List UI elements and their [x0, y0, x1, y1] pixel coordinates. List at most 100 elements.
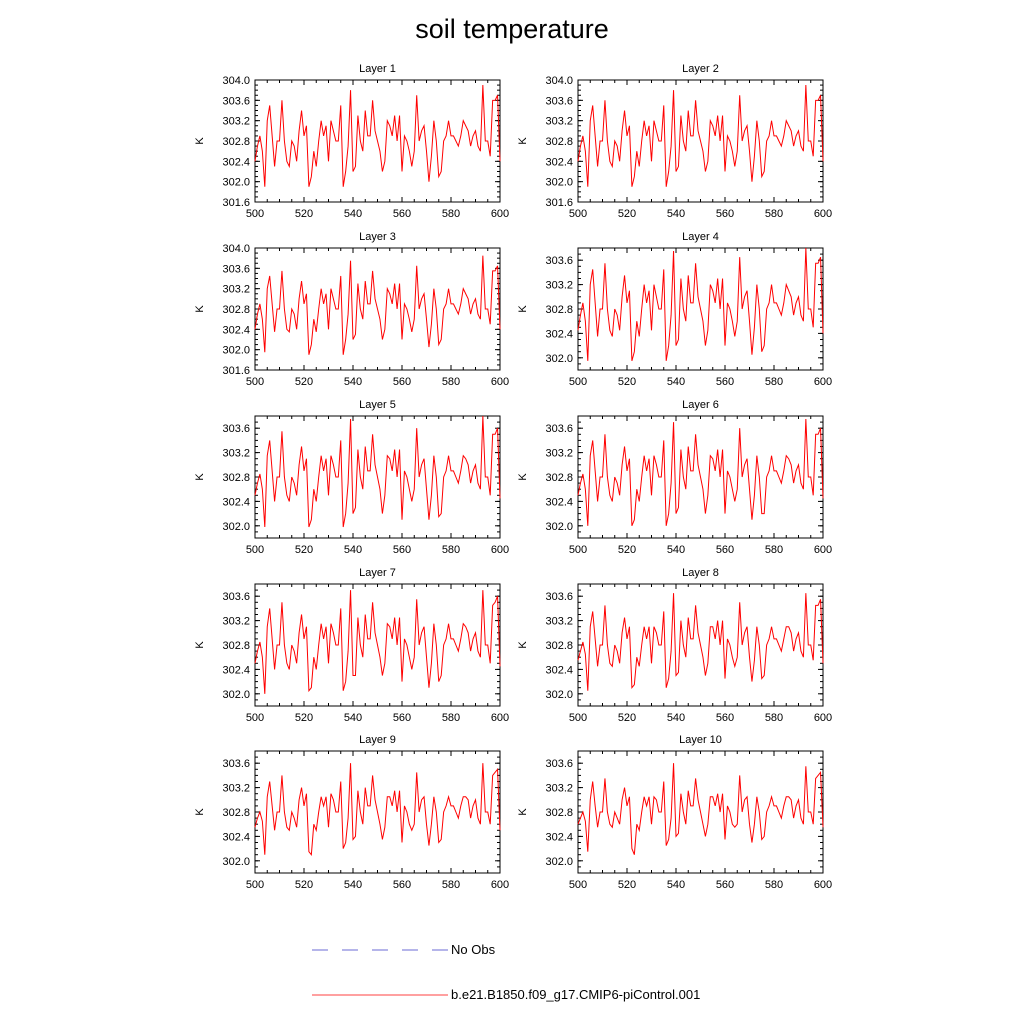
y-tick-label: 303.2: [222, 284, 250, 296]
x-tick-label: 520: [618, 376, 636, 388]
y-axis-label: K: [194, 305, 206, 313]
y-tick-label: 302.4: [222, 156, 250, 168]
y-axis-label: K: [517, 808, 529, 816]
y-tick-label: 303.2: [222, 116, 250, 128]
y-tick-label: 303.6: [545, 423, 573, 435]
panel-7: Layer 7 500 520 540 560 580 600 302.0 302.4 302.8…: [194, 567, 509, 724]
x-tick-label: 500: [569, 544, 587, 556]
y-tick-label: 302.8: [222, 304, 250, 316]
panel-title: Layer 3: [359, 231, 396, 243]
y-tick-label: 303.2: [222, 616, 250, 628]
x-tick-label: 520: [295, 879, 313, 891]
x-tick-label: 560: [716, 879, 734, 891]
series-line: [254, 763, 501, 856]
series-line: [577, 593, 824, 691]
series-line: [577, 85, 824, 187]
x-tick-label: 540: [344, 544, 362, 556]
x-tick-label: 560: [716, 376, 734, 388]
y-tick-label: 304.0: [222, 243, 250, 255]
series-line: [577, 763, 824, 855]
x-tick-label: 600: [491, 208, 509, 220]
x-tick-label: 500: [569, 208, 587, 220]
x-tick-label: 540: [667, 879, 685, 891]
panel-title: Layer 9: [359, 734, 396, 746]
x-tick-label: 580: [442, 879, 460, 891]
y-tick-label: 302.0: [222, 177, 250, 189]
panel-6: Layer 6 500 520 540 560 580 600 302.0 302.4 302.8…: [517, 399, 832, 556]
x-tick-label: 500: [246, 544, 264, 556]
panel-3: Layer 3 500 520 540 560 580 600 301.6 302.0 302.4…: [194, 231, 509, 388]
x-tick-label: 540: [344, 879, 362, 891]
y-tick-label: 302.4: [222, 831, 250, 843]
x-tick-label: 560: [716, 544, 734, 556]
x-tick-label: 580: [442, 544, 460, 556]
y-tick-label: 302.0: [545, 353, 573, 365]
x-tick-label: 580: [765, 208, 783, 220]
x-tick-label: 560: [393, 879, 411, 891]
x-tick-label: 520: [618, 712, 636, 724]
y-tick-label: 302.0: [545, 177, 573, 189]
y-tick-label: 303.2: [545, 616, 573, 628]
x-tick-label: 560: [393, 376, 411, 388]
y-axis-label: K: [517, 641, 529, 649]
panel-4: Layer 4 500 520 540 560 580 600 302.0 302.4 302.8…: [517, 231, 832, 388]
y-tick-label: 302.4: [222, 324, 250, 336]
panel-8: Layer 8 500 520 540 560 580 600 302.0 302.4 302.8…: [517, 567, 832, 724]
series-line: [577, 419, 824, 526]
y-tick-label: 302.8: [545, 640, 573, 652]
y-tick-label: 303.6: [545, 758, 573, 770]
y-tick-label: 303.6: [222, 423, 250, 435]
x-tick-label: 580: [765, 376, 783, 388]
y-tick-label: 303.6: [545, 255, 573, 267]
x-tick-label: 520: [618, 879, 636, 891]
y-tick-label: 303.2: [545, 448, 573, 460]
x-tick-label: 540: [667, 544, 685, 556]
y-tick-label: 304.0: [222, 75, 250, 87]
y-tick-label: 303.2: [545, 280, 573, 292]
y-tick-label: 302.8: [545, 136, 573, 148]
series-line: [254, 590, 501, 694]
series-line: [254, 85, 501, 187]
y-tick-label: 303.2: [545, 783, 573, 795]
x-tick-label: 560: [393, 208, 411, 220]
x-tick-label: 600: [491, 376, 509, 388]
x-tick-label: 560: [393, 544, 411, 556]
y-tick-label: 302.0: [545, 856, 573, 868]
y-tick-label: 302.8: [222, 807, 250, 819]
y-axis-label: K: [194, 473, 206, 481]
y-axis-label: K: [517, 137, 529, 145]
x-tick-label: 560: [716, 208, 734, 220]
y-tick-label: 302.4: [545, 664, 573, 676]
x-tick-label: 600: [814, 879, 832, 891]
x-tick-label: 520: [295, 544, 313, 556]
y-tick-label: 302.0: [222, 521, 250, 533]
panel-title: Layer 7: [359, 567, 396, 579]
y-tick-label: 303.6: [222, 95, 250, 107]
panel-5: Layer 5 500 520 540 560 580 600 302.0 302.4 302.8…: [194, 399, 509, 556]
x-tick-label: 540: [667, 712, 685, 724]
y-tick-label: 301.6: [222, 365, 250, 377]
x-tick-label: 520: [618, 544, 636, 556]
y-tick-label: 302.0: [545, 521, 573, 533]
panel-9: Layer 9 500 520 540 560 580 600 302.0 302.4 302.8…: [194, 734, 509, 891]
y-tick-label: 302.0: [222, 856, 250, 868]
y-tick-label: 302.8: [222, 136, 250, 148]
x-tick-label: 600: [491, 544, 509, 556]
x-tick-label: 580: [442, 376, 460, 388]
series-line: [577, 247, 824, 361]
y-tick-label: 301.6: [222, 197, 250, 209]
x-tick-label: 580: [442, 712, 460, 724]
x-tick-label: 580: [765, 544, 783, 556]
x-tick-label: 500: [246, 712, 264, 724]
y-tick-label: 303.2: [222, 783, 250, 795]
panel-1: Layer 1 500 520 540 560 580 600 301.6 302.0 302.4…: [194, 63, 509, 220]
panel-title: Layer 4: [682, 231, 719, 243]
x-tick-label: 500: [569, 879, 587, 891]
panel-title: Layer 8: [682, 567, 719, 579]
x-tick-label: 500: [569, 712, 587, 724]
x-tick-label: 600: [814, 712, 832, 724]
y-tick-label: 303.2: [222, 448, 250, 460]
y-axis-label: K: [194, 808, 206, 816]
x-tick-label: 500: [246, 879, 264, 891]
